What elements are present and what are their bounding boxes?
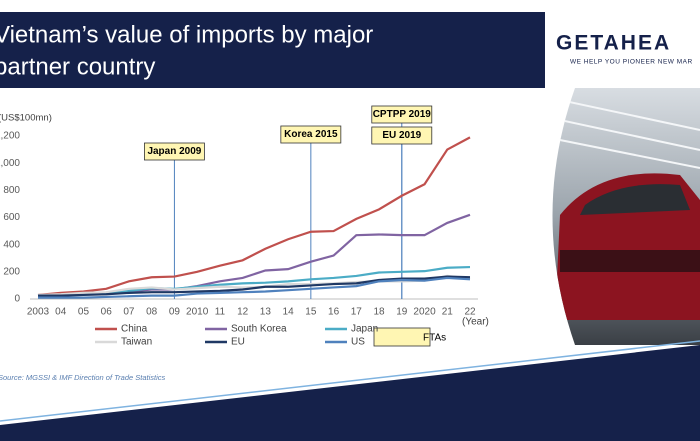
annotation-box: [280, 125, 342, 144]
x-tick-label: 09: [169, 307, 181, 318]
annotation-label: Korea 2015: [284, 129, 338, 140]
x-tick-label: 13: [260, 307, 272, 318]
x-axis-label: (Year): [462, 317, 489, 328]
legend-label: China: [121, 324, 148, 335]
series-line: [37, 136, 471, 297]
logo: GETAHEA: [556, 32, 671, 55]
car-grille: [560, 250, 700, 272]
x-tick-label: 08: [146, 307, 158, 318]
legend-label: Taiwan: [121, 337, 152, 348]
x-tick-label: 06: [101, 307, 113, 318]
x-tick-label: 16: [328, 307, 340, 318]
x-tick-label: 22: [464, 307, 476, 318]
y-tick-label: 800: [3, 185, 20, 196]
y-tick-label: 0: [14, 294, 20, 305]
y-tick-label: 200: [3, 266, 20, 277]
car-window: [580, 184, 690, 215]
x-tick-label: 2010: [186, 307, 209, 318]
fta-legend-box: [373, 327, 431, 347]
x-tick-label: 07: [123, 307, 135, 318]
legend-label: Japan: [351, 324, 378, 335]
fta-legend-label: FTAs: [423, 333, 446, 344]
slide-title: Vietnam’s value of imports by major: [0, 21, 373, 48]
annotation-box: [371, 105, 433, 124]
x-tick-label: 2020: [413, 307, 436, 318]
annotation-label: CPTPP 2019: [373, 109, 432, 120]
annotation-box: [144, 142, 205, 161]
photo: [552, 88, 700, 345]
slide-title: partner country: [0, 53, 155, 80]
x-tick-label: 2003: [27, 307, 50, 318]
legend-label: South Korea: [231, 324, 287, 335]
y-tick-label: 1,000: [0, 158, 20, 169]
x-tick-label: 15: [305, 307, 317, 318]
x-tick-label: 21: [442, 307, 454, 318]
annotation-label: Japan 2009: [147, 146, 201, 157]
source: Source: MGSSI & IMF Direction of Trade S…: [0, 373, 166, 382]
logo-tagline: WE HELP YOU PIONEER NEW MAR: [570, 59, 693, 66]
x-tick-label: 18: [373, 307, 385, 318]
y-axis-label: (US$100mn): [0, 113, 52, 124]
y-tick-label: 1,200: [0, 131, 20, 142]
legend-label: EU: [231, 337, 245, 348]
title-bar: [0, 12, 545, 88]
x-tick-label: 14: [283, 307, 295, 318]
y-tick-label: 600: [3, 212, 20, 223]
photo-lights: [559, 99, 700, 169]
y-tick-label: 400: [3, 239, 20, 250]
x-tick-label: 04: [55, 307, 67, 318]
legend-label: US: [351, 337, 365, 348]
x-tick-label: 12: [237, 307, 249, 318]
x-tick-label: 19: [396, 307, 408, 318]
annotation-label: EU 2019: [382, 130, 421, 141]
series-line: [38, 276, 471, 299]
x-tick-label: 05: [78, 307, 90, 318]
annotation-box: [371, 126, 433, 145]
x-tick-label: 11: [215, 307, 226, 318]
footer-band: [0, 345, 700, 441]
footer-accent: [0, 340, 700, 422]
x-tick-label: 17: [351, 307, 363, 318]
series-line: [38, 275, 471, 297]
